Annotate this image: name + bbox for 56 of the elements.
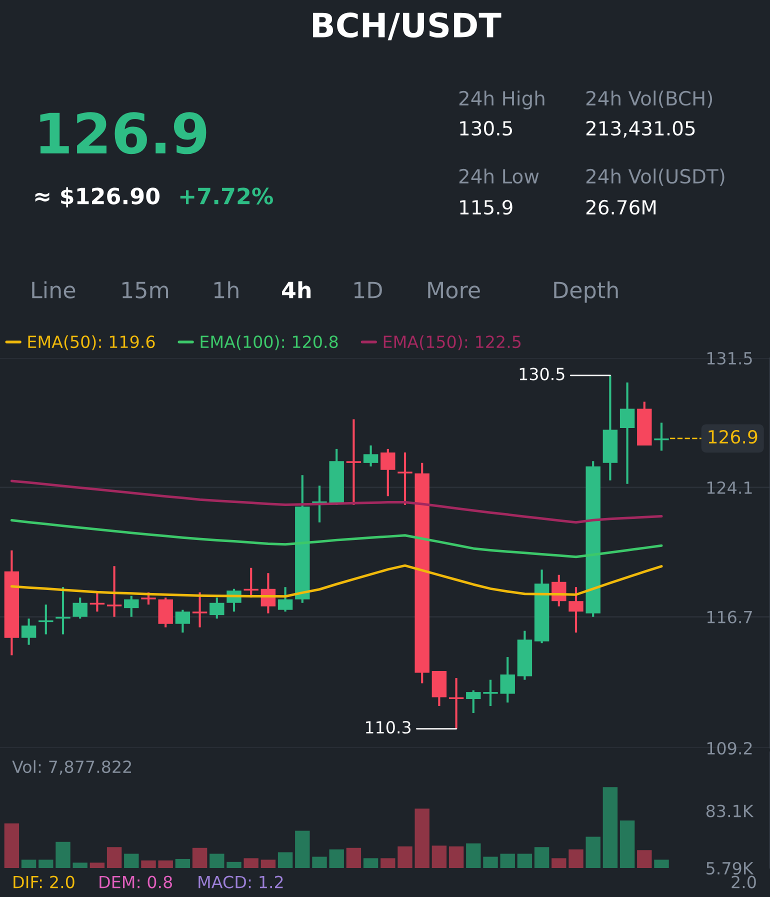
text: 26.76M (586, 200, 656, 215)
text: ≈ $126.90 (35, 187, 160, 208)
candlestick (106, 565, 122, 618)
text: BCH/USDT (313, 12, 502, 40)
text: 24h Vol(USDT) (586, 168, 724, 186)
text: 126.9 (40, 112, 206, 154)
annotation: 110.3 (366, 720, 411, 734)
text: 24h Vol(BCH) (586, 90, 712, 108)
y-tick-label: 131.5 (707, 352, 752, 365)
y-tick-label: 83.1K (706, 804, 754, 818)
candlestick (483, 678, 498, 708)
text: 24h Low (459, 168, 539, 184)
candlestick (398, 451, 412, 506)
text: Line (32, 281, 76, 298)
legend-label: EMA(150): 122.5 (384, 335, 521, 350)
line-series (10, 480, 663, 524)
candlestick (363, 444, 378, 468)
candlestick (192, 591, 208, 628)
chart-title: Vol: 7,877.822 (12, 760, 132, 775)
candlestick (21, 618, 36, 646)
text: DEM: 0.8 (100, 876, 172, 888)
annotation: 130.5 (520, 368, 564, 380)
text: 1D (354, 282, 382, 298)
candlestick (210, 596, 224, 620)
line-series (10, 519, 663, 558)
candlestick (346, 418, 362, 506)
text: +7.72% (180, 188, 274, 204)
candlestick (72, 596, 88, 620)
candlestick (175, 608, 190, 634)
text: 213,431.05 (586, 120, 695, 138)
text: 15m (122, 282, 168, 298)
text: DIF: 2.0 (14, 876, 74, 888)
candlestick (141, 591, 156, 606)
ref-line-label: 126.9 (708, 430, 758, 444)
text: 4h (282, 281, 311, 298)
legend-label: EMA(50): 119.6 (28, 335, 155, 350)
candlestick (124, 594, 139, 618)
candlestick (620, 381, 635, 485)
candlestick (380, 448, 396, 498)
candlestick (500, 656, 515, 704)
text: MACD: 1.2 (198, 876, 283, 888)
text: 115.9 (460, 200, 512, 215)
text: 1h (214, 281, 238, 298)
text: Depth (554, 281, 618, 303)
candlestick (568, 586, 584, 634)
text: More (428, 282, 480, 298)
candlestick (278, 586, 293, 613)
legend-label: EMA(100): 120.8 (200, 335, 338, 350)
text: 24h High (459, 90, 544, 110)
y-tick-label: 124.1 (707, 481, 752, 494)
y-tick-label: 116.7 (707, 610, 752, 624)
text: 2.0 (732, 876, 756, 888)
text: 130.5 (460, 120, 512, 136)
y-tick-label: 109.2 (707, 742, 752, 755)
candlestick (466, 689, 481, 714)
y-tick-label: 5.79K (706, 862, 754, 875)
